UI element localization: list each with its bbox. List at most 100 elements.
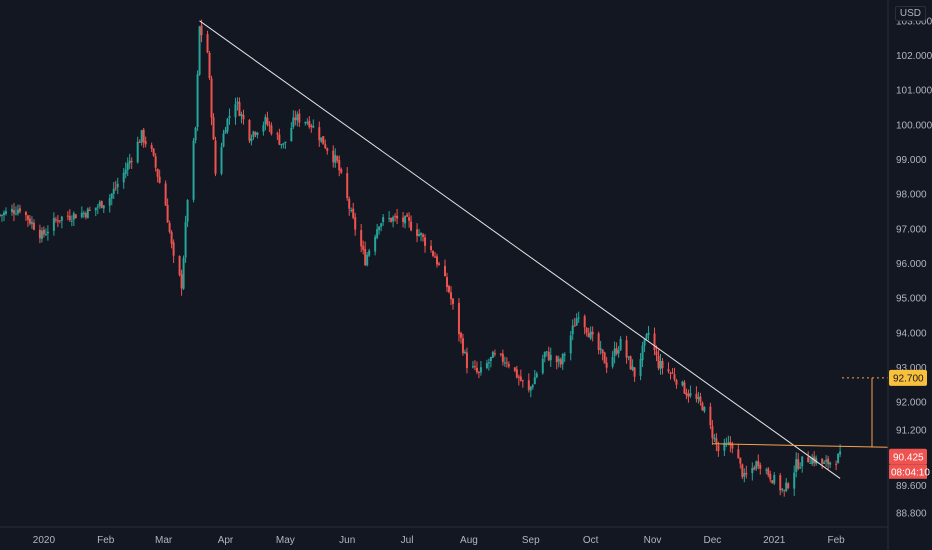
x-tick-label: Sep xyxy=(522,535,540,546)
candle-up xyxy=(659,361,662,369)
candle-up xyxy=(471,366,474,368)
candle-up xyxy=(226,118,229,132)
x-tick-label: Feb xyxy=(97,535,115,546)
candle-up xyxy=(420,233,423,236)
candle-down xyxy=(238,102,241,116)
candle-down xyxy=(573,325,576,327)
candle-up xyxy=(829,462,832,465)
axes-layer xyxy=(0,0,889,550)
candle-up xyxy=(256,132,259,136)
candle-up xyxy=(491,351,494,358)
candle-down xyxy=(178,255,181,275)
candle-up xyxy=(102,205,105,209)
candle-down xyxy=(416,229,419,237)
candle-down xyxy=(615,348,618,354)
candle-down xyxy=(354,217,357,230)
candle-up xyxy=(250,138,253,142)
x-tick-label: Jun xyxy=(339,535,355,546)
candle-down xyxy=(364,249,367,266)
candle-up xyxy=(795,459,798,472)
candle-down xyxy=(717,445,720,451)
candle-up xyxy=(192,140,195,200)
candle-up xyxy=(368,250,371,256)
candle-down xyxy=(797,459,800,469)
candle-down xyxy=(465,352,468,369)
resistance-line[interactable] xyxy=(712,443,889,448)
candle-up xyxy=(541,358,544,374)
candle-up xyxy=(487,362,490,364)
candle-up xyxy=(809,462,812,464)
candle-up xyxy=(561,354,564,365)
candle-up xyxy=(198,26,201,75)
candle-down xyxy=(362,245,365,250)
currency-label[interactable]: USD xyxy=(894,6,926,21)
candle-up xyxy=(765,469,768,471)
candle-up xyxy=(136,141,139,163)
candle-up xyxy=(382,217,385,223)
candle-down xyxy=(408,217,411,221)
y-tick-label: 99.000 xyxy=(896,155,927,166)
candle-down xyxy=(142,129,145,143)
x-tick-label: Mar xyxy=(155,535,173,546)
candle-down xyxy=(84,213,87,218)
x-tick-label: Oct xyxy=(583,535,599,546)
candle-down xyxy=(402,217,405,223)
candle-down xyxy=(711,426,714,438)
y-tick-label: 100.000 xyxy=(896,120,932,131)
candle-down xyxy=(210,78,213,118)
candle-up xyxy=(533,377,536,385)
candle-down xyxy=(340,169,343,173)
candle-down xyxy=(32,222,35,230)
candle-down xyxy=(100,201,103,208)
countdown-badge-bg xyxy=(889,464,927,479)
downtrend-line[interactable] xyxy=(199,20,841,479)
candle-up xyxy=(839,451,842,455)
candle-up xyxy=(60,216,63,221)
y-tick-label: 101.000 xyxy=(896,86,932,97)
candle-down xyxy=(591,331,594,335)
candle-up xyxy=(641,345,644,361)
candles-layer xyxy=(0,19,842,497)
y-tick-label: 92.000 xyxy=(896,398,927,409)
candle-down xyxy=(352,208,355,218)
candle-down xyxy=(507,364,510,367)
candle-down xyxy=(473,366,476,368)
x-tick-label: 2021 xyxy=(763,535,786,546)
candle-down xyxy=(475,367,478,372)
candle-down xyxy=(779,475,782,491)
candle-down xyxy=(268,124,271,126)
candle-down xyxy=(499,353,502,355)
candle-down xyxy=(753,467,756,470)
candle-down xyxy=(701,402,704,411)
target-price-badge: 92.700 xyxy=(893,373,924,384)
candle-up xyxy=(80,212,83,218)
last-price-badge-bg xyxy=(889,448,927,465)
candle-down xyxy=(152,148,155,156)
candle-down xyxy=(447,286,450,293)
candle-up xyxy=(94,207,97,211)
candle-down xyxy=(767,468,770,476)
candle-down xyxy=(787,483,790,488)
candle-down xyxy=(667,369,670,372)
candle-up xyxy=(380,223,383,227)
candle-up xyxy=(186,200,189,222)
candle-up xyxy=(222,133,225,147)
candle-down xyxy=(266,117,269,125)
candle-down xyxy=(585,328,588,333)
candle-down xyxy=(144,141,147,145)
candle-down xyxy=(827,458,830,465)
candle-down xyxy=(298,113,301,123)
candle-up xyxy=(284,141,287,143)
candle-down xyxy=(318,127,321,141)
candle-up xyxy=(543,352,546,358)
y-tick-label: 94.000 xyxy=(896,328,927,339)
candle-down xyxy=(394,215,397,217)
candle-up xyxy=(334,154,337,163)
candle-up xyxy=(72,213,75,220)
candle-down xyxy=(655,351,658,356)
price-badges: 92.700 90.425 08:04:10 xyxy=(889,369,930,479)
candle-down xyxy=(449,292,452,300)
candle-up xyxy=(793,472,796,489)
